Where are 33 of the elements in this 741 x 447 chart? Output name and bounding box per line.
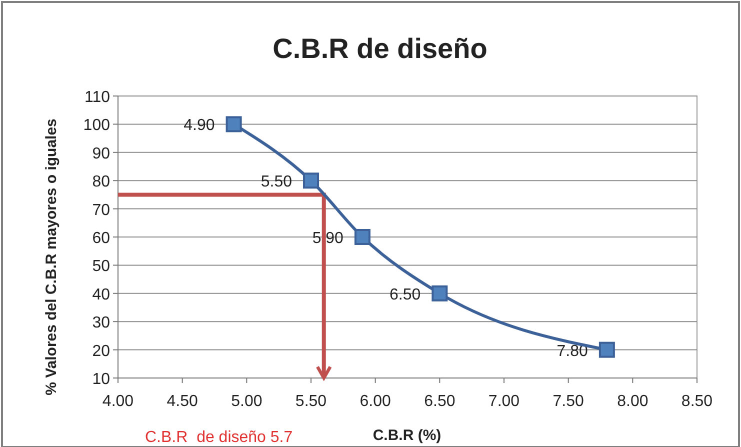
point — [598, 342, 615, 358]
y-tick-label: 100 — [83, 117, 110, 134]
annotation: 4.90 — [184, 117, 215, 134]
y-tick-label: 30 — [92, 314, 110, 332]
point — [432, 285, 448, 302]
y-axis-title: % Valores del C.B.R mayores o iguales — [43, 118, 60, 396]
x-tick-label: 8.50 — [681, 393, 713, 410]
x-axis-title: C.B.R (%) — [372, 427, 442, 444]
annotation: 6.50 — [390, 286, 421, 304]
point — [354, 229, 370, 245]
x-tick-label: 7.50 — [552, 393, 584, 410]
x-tick-label: 6.50 — [424, 393, 456, 410]
x-tick-label: 7.00 — [488, 393, 520, 410]
x-tick-label: 4.50 — [166, 393, 198, 410]
y-tick-label: 50 — [92, 258, 110, 276]
y-tick-label: 60 — [92, 230, 110, 247]
y-tick-label: 70 — [92, 202, 110, 219]
annotation: 5.50 — [260, 174, 292, 191]
y-tick-label: 20 — [92, 342, 110, 360]
x-tick-label: 8.00 — [617, 393, 648, 410]
y-tick-label: 10 — [92, 371, 110, 388]
point — [226, 116, 242, 132]
text: C.B.R de diseño 5.7 — [145, 429, 293, 446]
x-tick-label: 5.50 — [295, 393, 327, 410]
x-tick-label: 6.00 — [360, 393, 392, 410]
chart-title: C.B.R de diseño — [272, 33, 488, 64]
y-tick-label: 40 — [92, 286, 110, 304]
y-tick-label: 90 — [92, 145, 110, 162]
x-tick-label: 4.00 — [102, 393, 134, 410]
y-tick-label: 80 — [92, 174, 110, 191]
y-tick-label: 110 — [84, 89, 110, 106]
x-tick-label: 5.00 — [231, 393, 262, 410]
point — [303, 172, 319, 189]
